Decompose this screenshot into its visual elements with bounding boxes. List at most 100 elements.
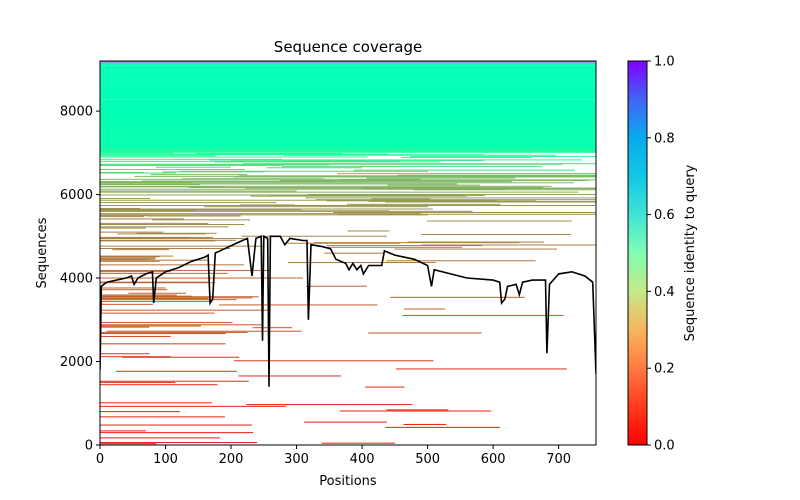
alignment-row [100,138,596,140]
x-tick-label: 100 [153,452,178,467]
alignment-row [100,151,596,153]
alignment-row [100,111,596,113]
alignment-row [100,171,144,173]
alignment-row [100,116,596,118]
alignment-row [100,90,596,92]
alignment-row [246,404,413,406]
alignment-row [100,300,211,302]
alignment-row [100,424,253,426]
alignment-row [100,191,579,193]
alignment-row [390,296,525,298]
alignment-row [100,84,596,86]
alignment-row [100,324,262,326]
alignment-row [338,213,596,215]
alignment-row [100,129,596,131]
alignment-row [100,238,245,240]
y-axis: 0 2000 4000 6000 8000 [60,105,100,454]
alignment-row [307,193,596,195]
alignment-row [100,282,216,284]
alignment-row [100,109,596,111]
alignment-row [100,353,150,355]
alignment-row [100,127,596,129]
alignment-row [100,89,596,91]
identity-band [100,194,596,220]
y-tick: 6000 [60,188,100,203]
alignment-row [100,121,596,123]
alignment-row [100,155,216,157]
alignment-row [100,123,596,125]
alignment-row [100,258,155,260]
alignment-row [100,100,596,102]
alignment-row [100,101,596,103]
alignment-row [100,226,229,228]
alignment-row [100,72,596,74]
alignment-row [233,176,596,178]
alignment-row [100,231,164,233]
alignment-row [155,166,231,168]
alignment-row [112,249,170,251]
alignment-row [100,139,596,141]
alignment-row [100,296,259,298]
alignment-row [100,277,303,279]
alignment-row [100,297,253,299]
alignment-row [100,186,226,188]
identity-band [100,343,567,445]
alignment-row [412,189,596,191]
alignment-row [100,148,596,150]
y-tick: 8000 [60,105,100,120]
alignment-row [365,386,405,388]
alignment-row [100,154,484,156]
alignment-row [100,93,596,95]
alignment-row [100,335,171,337]
colorbar-tick-label: 0.2 [654,362,675,377]
alignment-row [136,232,217,234]
alignment-row [100,326,150,328]
alignment-row [100,68,596,70]
alignment-row [100,108,596,110]
alignment-row [100,75,596,77]
alignment-row [287,262,436,264]
alignment-row [100,104,596,106]
colorbar-tick-label: 1.0 [654,55,675,70]
alignment-row [100,188,506,190]
alignment-row [100,269,271,271]
alignment-row [100,124,596,126]
chart-title: Sequence coverage [274,38,422,56]
alignment-row [100,148,596,150]
x-tick-label: 400 [350,452,375,467]
alignment-row [238,375,341,377]
alignment-row [100,94,596,96]
alignment-row [100,181,512,183]
alignment-row [218,304,378,306]
alignment-row [100,66,596,68]
alignment-row [100,139,596,141]
alignment-row [100,411,180,413]
x-tick: 400 [350,445,375,467]
alignment-row [100,133,596,135]
alignment-row [100,181,193,183]
alignment-row [134,175,596,177]
alignment-row [252,327,293,329]
alignment-row [141,180,334,182]
alignment-row [100,83,596,85]
alignment-row [371,198,431,200]
alignment-row [100,151,596,153]
alignment-row [100,143,596,145]
colorbar-tick-label: 0.0 [654,439,675,454]
alignment-row [407,241,544,243]
x-tick-label: 500 [415,452,440,467]
identity-band [100,62,596,150]
alignment-row [100,82,596,84]
coverage-line [100,234,596,387]
alignment-row [100,256,161,258]
alignment-row [100,122,596,124]
alignment-row [100,125,596,127]
alignment-row [100,172,177,174]
alignment-row [100,182,574,184]
alignment-row [152,219,251,221]
alignment-row [100,69,596,71]
alignment-row [366,177,516,179]
alignment-row [100,78,596,80]
alignment-row [100,61,596,63]
